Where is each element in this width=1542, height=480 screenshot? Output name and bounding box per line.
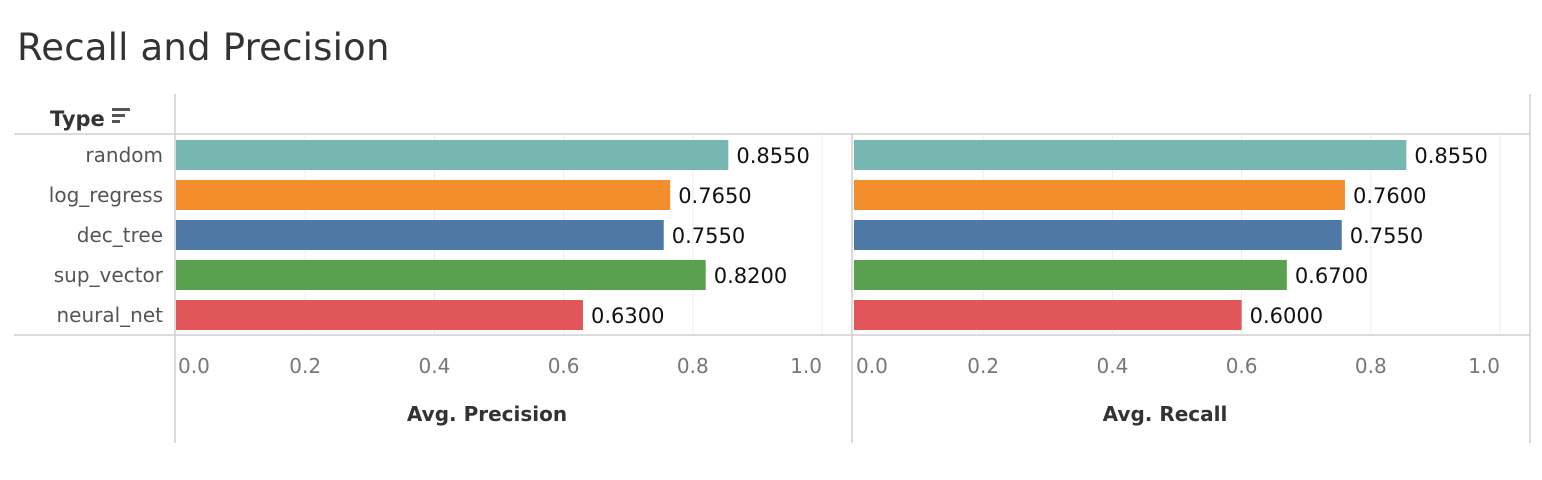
value-labels: 0.8550 0.7650 0.7550 0.8200 0.6300 0.8550 0.76…	[591, 144, 1488, 328]
tick-label: 0.0	[178, 354, 210, 378]
category-label: neural_net	[56, 303, 163, 327]
data-label: 0.7550	[1350, 224, 1423, 248]
data-label: 0.7650	[678, 184, 751, 208]
tick-label: 0.6	[548, 354, 580, 378]
category-label: dec_tree	[77, 223, 163, 247]
bar[interactable]	[176, 220, 664, 250]
category-label: sup_vector	[54, 263, 164, 287]
tick-labels: 0.0 0.2 0.4 0.6 0.8 1.0 0.0 0.2 0.4 0.6 0.8 1.0	[178, 354, 1500, 378]
bar[interactable]	[854, 140, 1407, 170]
tick-label: 0.4	[1096, 354, 1128, 378]
sort-icon[interactable]	[112, 108, 130, 123]
tick-label: 1.0	[790, 354, 822, 378]
data-label: 0.8200	[714, 264, 787, 288]
tick-label: 1.0	[1468, 354, 1500, 378]
bar[interactable]	[854, 300, 1242, 330]
bar[interactable]	[176, 260, 706, 290]
row-header-label: Type	[50, 107, 105, 131]
chart-frame	[14, 94, 1531, 443]
tick-label: 0.0	[856, 354, 888, 378]
tick-label: 0.8	[677, 354, 709, 378]
data-label: 0.6000	[1250, 304, 1323, 328]
tick-label: 0.8	[1355, 354, 1387, 378]
tick-label: 0.6	[1226, 354, 1258, 378]
bar[interactable]	[176, 180, 671, 210]
tick-label: 0.2	[289, 354, 321, 378]
axis-title: Avg. Recall	[1103, 402, 1228, 426]
tick-label: 0.4	[418, 354, 450, 378]
bar[interactable]	[176, 300, 583, 330]
data-label: 0.7600	[1353, 184, 1426, 208]
bar[interactable]	[854, 260, 1287, 290]
axis-title: Avg. Precision	[407, 402, 567, 426]
category-label: log_regress	[49, 183, 163, 207]
data-label: 0.6300	[591, 304, 664, 328]
tick-label: 0.2	[967, 354, 999, 378]
bars	[176, 140, 1407, 330]
data-label: 0.6700	[1295, 264, 1368, 288]
data-label: 0.8550	[1414, 144, 1487, 168]
chart-title: Recall and Precision	[17, 26, 390, 69]
bar[interactable]	[176, 140, 729, 170]
bar[interactable]	[854, 220, 1342, 250]
data-label: 0.7550	[672, 224, 745, 248]
data-label: 0.8550	[736, 144, 809, 168]
category-label: random	[85, 143, 163, 167]
axis-titles: Avg. Precision Avg. Recall	[407, 402, 1227, 426]
bar[interactable]	[854, 180, 1345, 210]
category-labels: random log_regress dec_tree sup_vectorneura…	[49, 143, 164, 327]
